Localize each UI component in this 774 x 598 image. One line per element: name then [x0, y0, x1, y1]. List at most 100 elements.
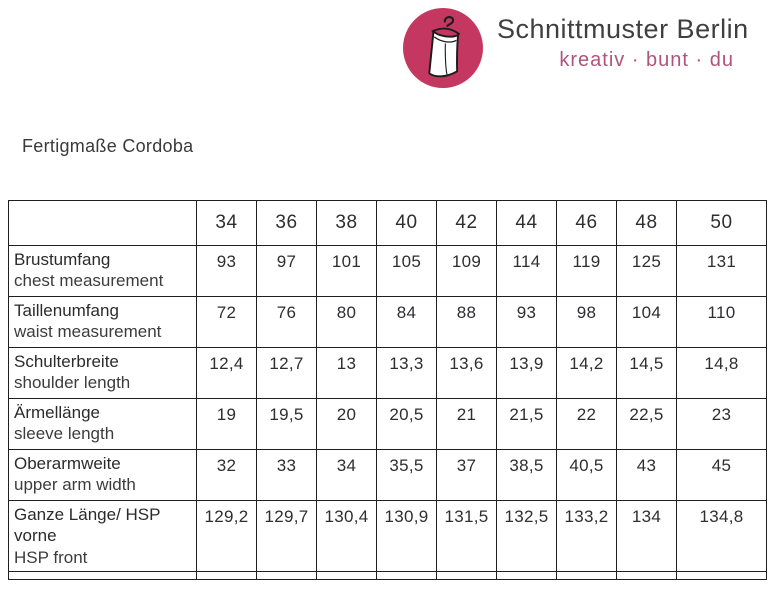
clipped-cell [376, 570, 437, 580]
value-cell: 38,5 [496, 449, 557, 501]
value-cell: 93 [196, 245, 257, 297]
value-cell: 13 [316, 347, 377, 399]
value-cell: 97 [256, 245, 317, 297]
clipped-cell [196, 570, 257, 580]
measurement-label-cell: Brustumfang chest measurement [8, 245, 197, 297]
value-cell: 12,7 [256, 347, 317, 399]
measurement-label-de: Oberarmweite [14, 454, 121, 473]
table-row: Oberarmweite upper arm width 32 33 34 35,5 37 3… [8, 449, 767, 501]
value-cell: 80 [316, 296, 377, 348]
size-header-46: 46 [556, 200, 617, 246]
clipped-cell [316, 570, 377, 580]
value-cell: 129,2 [196, 500, 257, 572]
clipped-row [8, 570, 767, 580]
size-header-40: 40 [376, 200, 437, 246]
value-cell: 130,9 [376, 500, 437, 572]
value-cell: 134,8 [676, 500, 767, 572]
value-cell: 23 [676, 398, 767, 450]
value-cell: 105 [376, 245, 437, 297]
measurement-label-en: waist measurement [14, 322, 162, 342]
measurement-label-en: HSP front [14, 547, 88, 567]
brand-text-block: Schnittmuster Berlin kreativ · bunt · du [497, 8, 749, 72]
value-cell: 12,4 [196, 347, 257, 399]
measurement-label-de: Schulterbreite [14, 352, 119, 371]
value-cell: 35,5 [376, 449, 437, 501]
value-cell: 14,2 [556, 347, 617, 399]
size-header-38: 38 [316, 200, 377, 246]
size-header-44: 44 [496, 200, 557, 246]
value-cell: 104 [616, 296, 677, 348]
value-cell: 72 [196, 296, 257, 348]
value-cell: 129,7 [256, 500, 317, 572]
clipped-cell [556, 570, 617, 580]
size-header-34: 34 [196, 200, 257, 246]
value-cell: 76 [256, 296, 317, 348]
measurement-label-de: Taillenumfang [14, 301, 119, 320]
clipped-cell [496, 570, 557, 580]
value-cell: 21,5 [496, 398, 557, 450]
measurement-label-cell: Ärmellänge sleeve length [8, 398, 197, 450]
value-cell: 43 [616, 449, 677, 501]
measurement-label-cell: Schulterbreite shoulder length [8, 347, 197, 399]
value-cell: 19,5 [256, 398, 317, 450]
value-cell: 20,5 [376, 398, 437, 450]
measurement-label-en: upper arm width [14, 475, 136, 495]
brand-logo [403, 8, 483, 88]
measurement-label-cell: Ganze Länge/ HSP vorne HSP front [8, 500, 197, 572]
clipped-cell [616, 570, 677, 580]
value-cell: 133,2 [556, 500, 617, 572]
measurement-label-de: Ärmellänge [14, 403, 100, 422]
value-cell: 131,5 [436, 500, 497, 572]
value-cell: 114 [496, 245, 557, 297]
brand-name: Schnittmuster Berlin [497, 14, 749, 44]
value-cell: 109 [436, 245, 497, 297]
value-cell: 13,6 [436, 347, 497, 399]
table-row: Schulterbreite shoulder length 12,4 12,7 13 1… [8, 347, 767, 399]
value-cell: 101 [316, 245, 377, 297]
value-cell: 14,8 [676, 347, 767, 399]
clipped-cell [8, 570, 197, 580]
value-cell: 37 [436, 449, 497, 501]
measurement-label-en: sleeve length [14, 424, 115, 444]
value-cell: 34 [316, 449, 377, 501]
value-cell: 130,4 [316, 500, 377, 572]
value-cell: 84 [376, 296, 437, 348]
measurement-label-en: chest measurement [14, 271, 164, 291]
dress-on-hanger-icon [428, 16, 461, 78]
value-cell: 134 [616, 500, 677, 572]
value-cell: 125 [616, 245, 677, 297]
value-cell: 19 [196, 398, 257, 450]
brand-tagline: kreativ · bunt · du [559, 49, 734, 72]
table-row: Ärmellänge sleeve length 19 19,5 20 20,5 21 21,… [8, 398, 767, 450]
size-chart-table: 34 36 38 40 42 44 46 48 50 Brustumfang chest meas… [8, 200, 767, 580]
value-cell: 119 [556, 245, 617, 297]
value-cell: 132,5 [496, 500, 557, 572]
clipped-cell [676, 570, 767, 580]
value-cell: 22,5 [616, 398, 677, 450]
measurement-label-de: Brustumfang [14, 250, 111, 269]
size-header-50: 50 [676, 200, 767, 246]
table-row: Taillenumfang waist measurement 72 76 80 84 88… [8, 296, 767, 348]
measurement-label-de: Ganze Länge/ HSP vorne [14, 505, 161, 546]
value-cell: 13,9 [496, 347, 557, 399]
value-cell: 20 [316, 398, 377, 450]
measurement-label-cell: Oberarmweite upper arm width [8, 449, 197, 501]
size-header-36: 36 [256, 200, 317, 246]
value-cell: 98 [556, 296, 617, 348]
value-cell: 32 [196, 449, 257, 501]
measurement-label-en: shoulder length [14, 373, 131, 393]
table-row: Ganze Länge/ HSP vorne HSP front 129,2 129,… [8, 500, 767, 572]
value-cell: 21 [436, 398, 497, 450]
value-cell: 22 [556, 398, 617, 450]
page-title: Fertigmaße Cordoba [22, 136, 194, 156]
measurement-label-cell: Taillenumfang waist measurement [8, 296, 197, 348]
brand-header: Schnittmuster Berlin kreativ · bunt · du [403, 8, 749, 88]
value-cell: 14,5 [616, 347, 677, 399]
value-cell: 13,3 [376, 347, 437, 399]
size-header-42: 42 [436, 200, 497, 246]
value-cell: 45 [676, 449, 767, 501]
value-cell: 88 [436, 296, 497, 348]
clipped-cell [436, 570, 497, 580]
clipped-cell [256, 570, 317, 580]
size-header-row: 34 36 38 40 42 44 46 48 50 [8, 200, 767, 246]
